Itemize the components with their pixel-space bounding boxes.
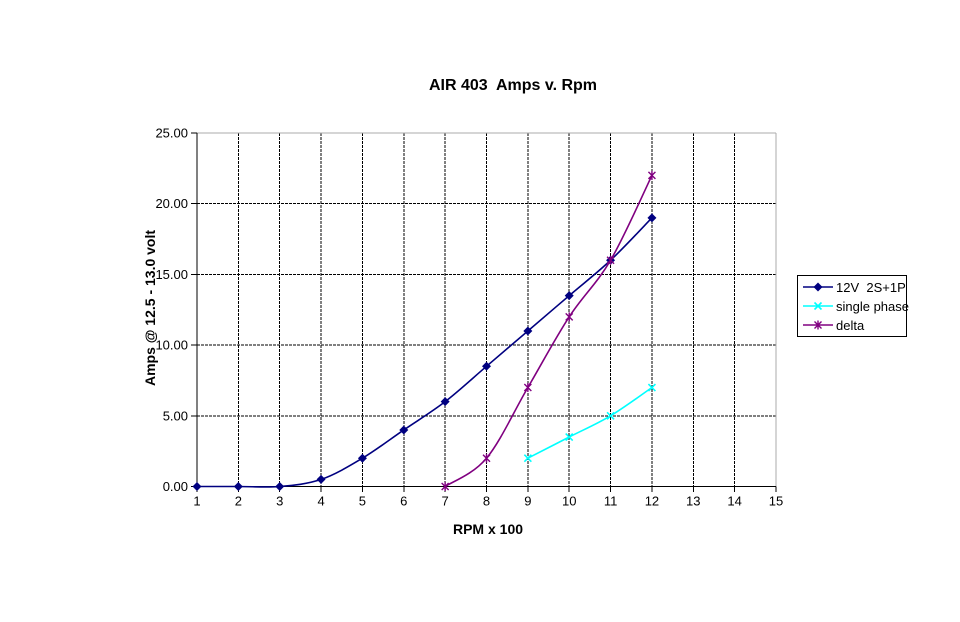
marker-x-icon <box>565 432 574 442</box>
y-tick-label: 15.00 <box>155 267 188 282</box>
series-line-12v-2s-1p <box>197 217 653 488</box>
marker-diamond-icon <box>399 425 409 435</box>
x-axis-title: RPM x 100 <box>452 521 524 537</box>
x-tick-label: 10 <box>562 494 576 509</box>
marker-diamond-icon <box>564 291 574 301</box>
marker-x-icon <box>606 411 615 420</box>
marker-diamond-icon <box>813 282 823 292</box>
legend-item-single-phase: single phase <box>802 297 909 316</box>
legend: 12V 2S+1P single phase delta <box>797 275 909 337</box>
x-tick-label: 12 <box>645 494 659 509</box>
y-tick-label: 10.00 <box>155 338 188 353</box>
x-tick-label: 2 <box>235 494 242 509</box>
marker-diamond-icon <box>357 453 367 463</box>
marker-x-icon <box>523 454 532 463</box>
legend-swatch-x <box>803 301 833 311</box>
marker-star-icon <box>647 170 656 180</box>
legend-item-12v-2s-1p: 12V 2S+1P <box>802 278 906 297</box>
x-tick-label: 5 <box>359 494 366 509</box>
marker-star-icon <box>523 383 532 393</box>
marker-star-icon <box>565 312 574 322</box>
x-tick-label: 9 <box>524 494 531 509</box>
x-tick-label: 8 <box>483 494 490 509</box>
legend-label: 12V 2S+1P <box>836 279 906 295</box>
x-tick-label: 13 <box>686 494 700 509</box>
x-tick-label: 6 <box>400 494 407 509</box>
legend-item-delta: delta <box>802 316 906 335</box>
marker-diamond-icon <box>275 482 285 491</box>
marker-diamond-icon <box>192 482 202 491</box>
legend-swatch-star <box>803 320 833 330</box>
marker-diamond-icon <box>647 213 657 223</box>
legend-label: single phase <box>836 298 909 314</box>
marker-diamond-icon <box>233 482 243 491</box>
x-tick-label: 15 <box>769 494 783 509</box>
marker-diamond-icon <box>316 474 326 484</box>
marker-star-icon <box>441 482 450 491</box>
x-tick-label: 14 <box>727 494 741 509</box>
marker-x-icon <box>647 383 656 392</box>
series-line-single-phase <box>527 386 653 459</box>
marker-star-icon <box>814 320 822 330</box>
y-tick-label: 20.00 <box>155 196 188 211</box>
y-tick-label: 5.00 <box>163 408 188 423</box>
marker-diamond-icon <box>523 326 533 336</box>
x-tick-label: 1 <box>193 494 200 509</box>
marker-star-icon <box>482 453 491 463</box>
y-tick-label: 25.00 <box>155 126 188 141</box>
marker-star-icon <box>606 255 615 265</box>
x-tick-label: 3 <box>276 494 283 509</box>
x-tick-label: 11 <box>604 494 618 509</box>
chart-title: AIR 403 Amps v. Rpm <box>428 77 598 94</box>
x-tick-label: 7 <box>442 494 449 509</box>
legend-swatch-diamond <box>803 282 833 292</box>
marker-diamond-icon <box>440 397 450 407</box>
series-line-delta <box>444 175 653 488</box>
x-tick-label: 4 <box>317 494 324 509</box>
marker-x-icon <box>813 301 823 311</box>
y-tick-label: 0.00 <box>163 479 188 494</box>
legend-label: delta <box>836 317 865 333</box>
marker-diamond-icon <box>482 361 491 371</box>
